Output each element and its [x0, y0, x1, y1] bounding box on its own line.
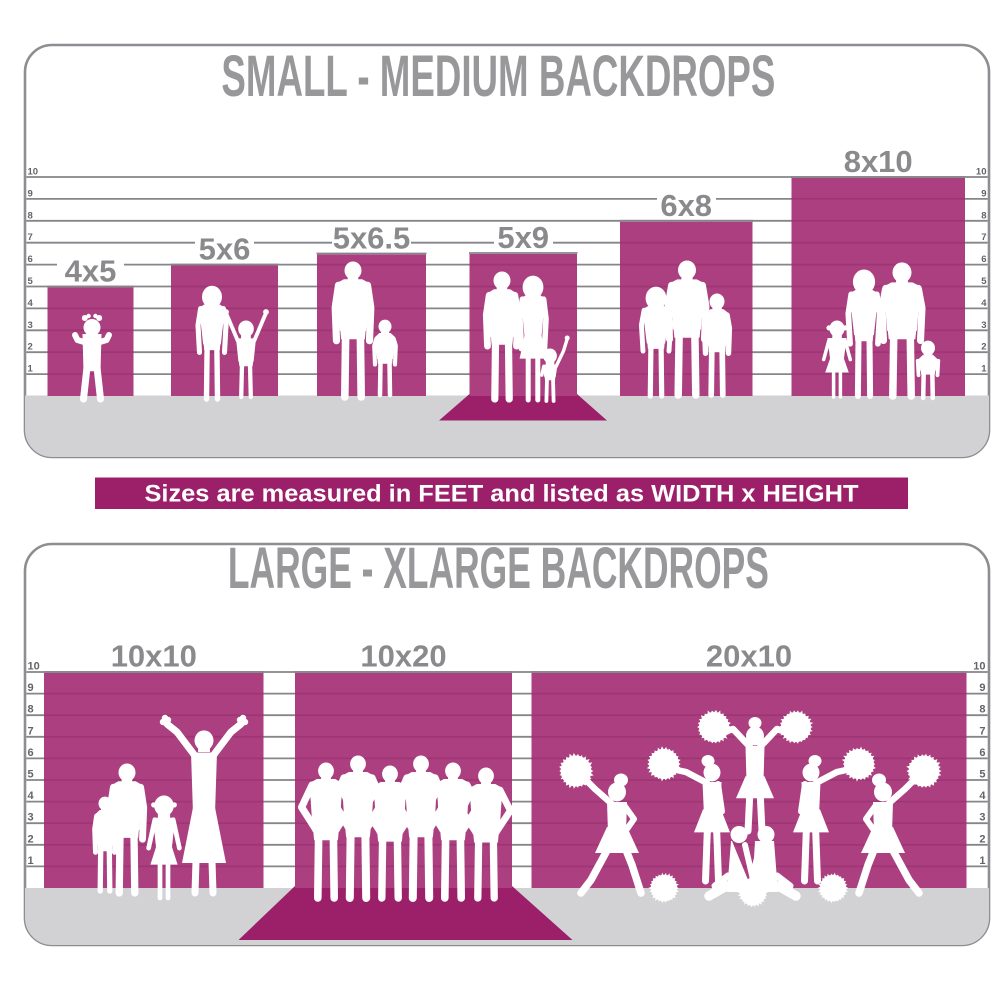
svg-text:5x9: 5x9 — [497, 220, 549, 255]
svg-text:8: 8 — [979, 704, 985, 716]
svg-text:7: 7 — [981, 232, 986, 243]
svg-text:LARGE - XLARGE BACKDROPS: LARGE - XLARGE BACKDROPS — [228, 536, 769, 601]
svg-text:6: 6 — [981, 254, 986, 265]
svg-text:8x10: 8x10 — [844, 144, 913, 179]
svg-text:6: 6 — [28, 254, 33, 265]
svg-text:SMALL - MEDIUM BACKDROPS: SMALL - MEDIUM BACKDROPS — [221, 44, 775, 109]
svg-text:4x5: 4x5 — [65, 254, 117, 289]
svg-text:2: 2 — [979, 833, 985, 845]
svg-text:8: 8 — [981, 210, 986, 221]
svg-text:5x6: 5x6 — [199, 232, 251, 267]
svg-text:3: 3 — [981, 320, 986, 331]
svg-text:4: 4 — [28, 790, 35, 802]
svg-text:2: 2 — [28, 833, 34, 845]
svg-text:10x20: 10x20 — [360, 639, 446, 674]
svg-text:7: 7 — [979, 725, 985, 737]
svg-text:5: 5 — [979, 769, 985, 781]
svg-text:10: 10 — [28, 167, 39, 178]
svg-text:4: 4 — [981, 298, 987, 309]
svg-text:3: 3 — [28, 812, 34, 824]
svg-text:8: 8 — [28, 210, 33, 221]
svg-text:9: 9 — [979, 682, 985, 694]
svg-text:Sizes are measured in FEET and: Sizes are measured in FEET and listed as… — [145, 481, 859, 508]
svg-text:9: 9 — [981, 188, 986, 199]
svg-text:4: 4 — [28, 298, 34, 309]
svg-text:9: 9 — [28, 188, 33, 199]
svg-text:5: 5 — [28, 769, 34, 781]
svg-text:9: 9 — [28, 682, 34, 694]
svg-text:10: 10 — [28, 661, 40, 673]
svg-text:5x6.5: 5x6.5 — [333, 221, 411, 256]
svg-text:20x10: 20x10 — [706, 639, 792, 674]
svg-text:5: 5 — [981, 276, 987, 287]
svg-text:5: 5 — [28, 276, 34, 287]
svg-text:10: 10 — [973, 661, 985, 673]
svg-text:10x10: 10x10 — [111, 639, 197, 674]
svg-text:3: 3 — [28, 320, 33, 331]
svg-text:1: 1 — [979, 855, 985, 867]
svg-text:3: 3 — [979, 812, 985, 824]
svg-text:7: 7 — [28, 232, 33, 243]
svg-text:7: 7 — [28, 725, 34, 737]
svg-text:1: 1 — [28, 855, 34, 867]
svg-text:6x8: 6x8 — [660, 188, 712, 223]
svg-text:1: 1 — [28, 364, 34, 375]
svg-text:2: 2 — [981, 342, 986, 353]
svg-text:6: 6 — [28, 747, 34, 759]
svg-text:8: 8 — [28, 704, 34, 716]
svg-text:2: 2 — [28, 342, 33, 353]
svg-text:4: 4 — [979, 790, 986, 802]
svg-text:6: 6 — [979, 747, 985, 759]
svg-text:10: 10 — [976, 167, 987, 178]
svg-text:1: 1 — [981, 364, 987, 375]
